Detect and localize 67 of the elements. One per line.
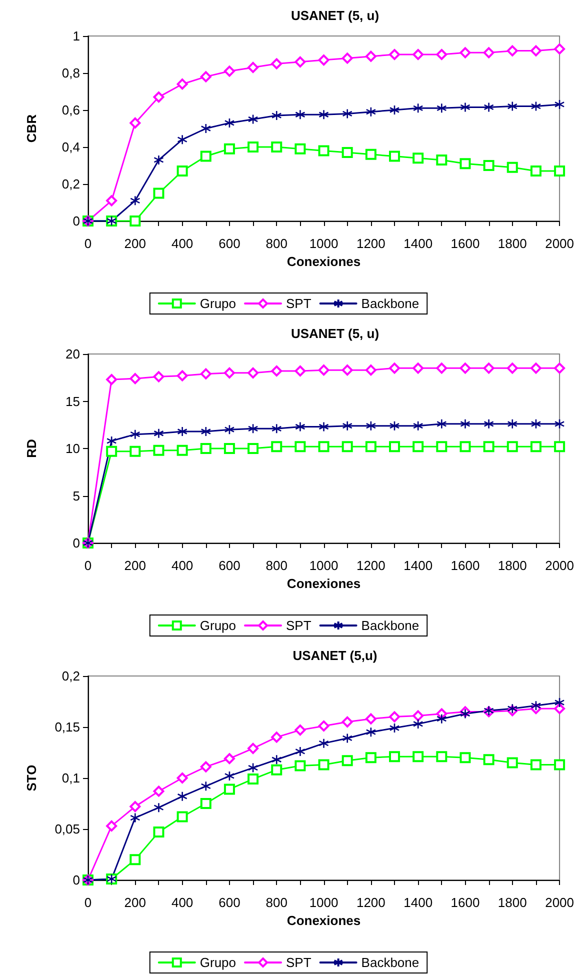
x-tick-label: 800 bbox=[266, 558, 288, 573]
x-tick-label: 200 bbox=[124, 895, 146, 910]
y-tick-label: 1 bbox=[72, 28, 80, 44]
x-tick-label: 1000 bbox=[309, 236, 338, 251]
x-tick-label: 2000 bbox=[545, 236, 574, 251]
x-tick-label: 600 bbox=[218, 895, 240, 910]
y-axis-title: CBR bbox=[24, 114, 39, 143]
y-tick-label: 15 bbox=[66, 394, 80, 409]
y-tick-label: 0,1 bbox=[62, 770, 80, 786]
x-tick-label: 1800 bbox=[498, 236, 527, 251]
x-axis-title: Conexiones bbox=[286, 576, 361, 591]
x-tick-label: 2000 bbox=[545, 895, 574, 910]
x-tick-label: 1600 bbox=[450, 558, 480, 573]
x-tick-label: 1200 bbox=[356, 558, 386, 573]
chart-title: USANET (5, u) bbox=[290, 8, 380, 23]
x-tick-label: 1200 bbox=[356, 236, 386, 251]
y-tick-label: 0,2 bbox=[62, 176, 80, 192]
x-tick-label: 200 bbox=[124, 236, 146, 251]
y-tick-label: 5 bbox=[72, 488, 80, 504]
y-tick-label: 0,15 bbox=[54, 720, 80, 734]
x-tick-label: 800 bbox=[266, 895, 288, 910]
x-tick-label: 200 bbox=[124, 558, 146, 573]
x-tick-label: 1400 bbox=[404, 558, 433, 573]
x-tick-label: 600 bbox=[218, 558, 240, 573]
x-tick-label: 400 bbox=[171, 895, 194, 910]
x-tick-label: 400 bbox=[171, 236, 194, 251]
x-tick-label: 800 bbox=[266, 236, 288, 251]
x-axis-title: Conexiones bbox=[286, 254, 361, 269]
x-tick-label: 600 bbox=[218, 236, 240, 251]
x-tick-label: 1200 bbox=[356, 895, 386, 910]
chart-title: USANET (5,u) bbox=[292, 648, 378, 663]
x-tick-label: 0 bbox=[84, 895, 92, 910]
legend-label: Backbone bbox=[361, 618, 420, 633]
x-tick-label: 1400 bbox=[404, 895, 433, 910]
y-tick-label: 0,6 bbox=[62, 102, 80, 118]
y-axis-title: STO bbox=[24, 764, 39, 792]
x-tick-label: 1600 bbox=[450, 236, 480, 251]
legend-label: SPT bbox=[286, 296, 312, 311]
legend-label: Backbone bbox=[361, 296, 420, 311]
x-tick-label: 1600 bbox=[450, 895, 480, 910]
y-tick-label: 0,2 bbox=[62, 668, 80, 684]
y-tick-label: 0,8 bbox=[62, 66, 80, 80]
x-tick-label: 0 bbox=[84, 558, 92, 573]
legend-label: Grupo bbox=[200, 618, 236, 633]
x-tick-label: 1000 bbox=[309, 558, 338, 573]
y-tick-label: 0 bbox=[72, 872, 80, 888]
legend-label: SPT bbox=[286, 955, 312, 970]
x-tick-label: 400 bbox=[171, 558, 194, 573]
x-tick-label: 2000 bbox=[545, 558, 574, 573]
y-axis-title: RD bbox=[24, 439, 39, 458]
x-tick-label: 1000 bbox=[309, 895, 338, 910]
x-tick-label: 1800 bbox=[498, 895, 527, 910]
x-tick-label: 1800 bbox=[498, 558, 527, 573]
y-tick-label: 0,4 bbox=[62, 140, 80, 154]
y-tick-label: 0 bbox=[72, 536, 80, 550]
chart-title: USANET (5, u) bbox=[290, 326, 380, 341]
y-tick-label: 0,05 bbox=[54, 822, 80, 836]
y-tick-label: 20 bbox=[66, 346, 80, 362]
y-tick-label: 10 bbox=[66, 441, 80, 456]
legend-label: SPT bbox=[286, 618, 312, 633]
legend-label: Backbone bbox=[361, 955, 420, 970]
x-tick-label: 0 bbox=[84, 236, 92, 251]
x-tick-label: 1400 bbox=[404, 236, 433, 251]
legend-label: Grupo bbox=[200, 955, 236, 970]
x-axis-title: Conexiones bbox=[286, 912, 361, 928]
y-tick-label: 0 bbox=[72, 214, 80, 228]
legend-label: Grupo bbox=[200, 296, 236, 311]
